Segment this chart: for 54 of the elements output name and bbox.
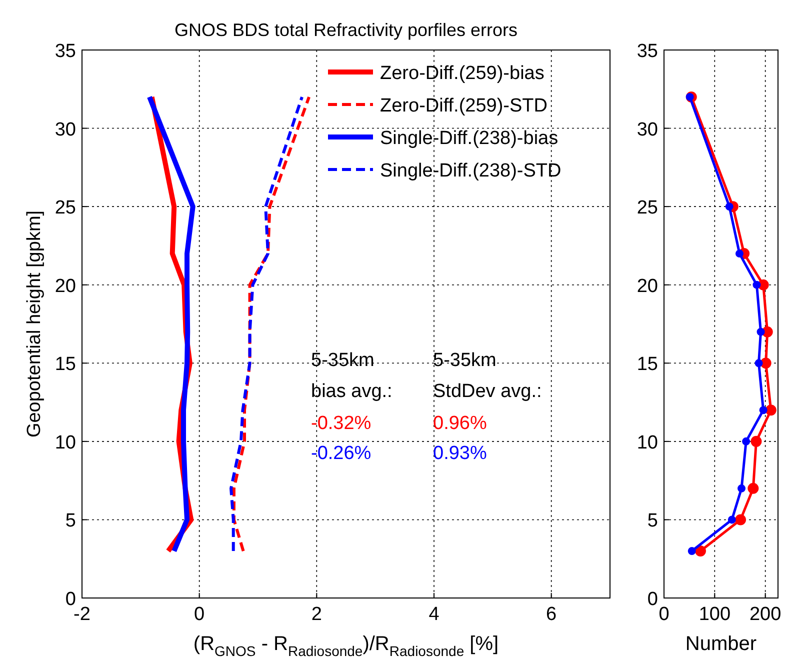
annotation: 5-35km bias avg.: — [311, 350, 392, 402]
point — [694, 546, 706, 557]
annotation: 0.96% — [433, 413, 487, 434]
x-tick-label: 100 — [698, 604, 731, 625]
x-tick-label: 0 — [194, 604, 205, 625]
point — [725, 202, 734, 211]
legend-label: Single-Diff.(238)-STD — [380, 160, 562, 182]
point — [752, 280, 761, 289]
annotation: -0.32% — [311, 413, 372, 434]
legend-label: Zero-Diff.(259)-bias — [380, 63, 544, 84]
y-tick-label: 30 — [54, 119, 76, 140]
x-axis-title: Number — [685, 633, 757, 655]
annotation: -0.26% — [311, 443, 372, 464]
point — [688, 547, 696, 556]
point — [735, 514, 746, 526]
y-axis-title: Geopotential height [gpkm] — [24, 210, 45, 438]
chart-title: GNOS BDS total Refractivity porfiles errors — [174, 20, 518, 40]
y-tick-label: 5 — [65, 510, 76, 532]
x-tick-label: 2 — [311, 604, 322, 625]
point — [742, 437, 750, 446]
y-tick-label: 15 — [636, 354, 658, 376]
point — [759, 406, 768, 414]
y-tick-label: 0 — [65, 589, 76, 610]
annotation: 5-35km StdDev avg.: — [433, 350, 542, 402]
point — [686, 92, 694, 101]
x-tick-label: 6 — [546, 604, 557, 625]
y-tick-label: 30 — [636, 119, 658, 140]
y-tick-label: 35 — [54, 41, 76, 62]
point — [754, 359, 763, 368]
y-tick-label: 5 — [647, 510, 658, 532]
x-tick-label: -2 — [74, 604, 90, 625]
y-tick-label: 10 — [54, 432, 76, 454]
point — [748, 482, 759, 494]
point — [728, 516, 736, 524]
y-tick-label: 15 — [54, 354, 76, 376]
annotation: 0.93% — [433, 443, 487, 464]
y-tick-label: 20 — [636, 276, 658, 297]
point — [735, 250, 744, 258]
legend-label: Single-Diff.(238)-bias — [380, 128, 558, 149]
x-tick-label: 200 — [749, 604, 782, 625]
x-tick-label: 4 — [428, 604, 440, 625]
y-tick-label: 10 — [636, 432, 658, 454]
y-tick-label: 25 — [636, 198, 658, 219]
point — [750, 436, 762, 447]
point — [765, 404, 776, 416]
y-tick-label: 0 — [647, 589, 658, 610]
point — [756, 328, 765, 336]
legend-label: Zero-Diff.(259)-STD — [380, 96, 548, 116]
x-axis-title: (R$_{GNOS}$ - R$_{Radiosonde}$)/R$_{Radiosonde}$ [%] — [193, 633, 499, 659]
y-tick-label: 25 — [54, 198, 76, 219]
y-tick-label: 20 — [54, 276, 76, 297]
point — [738, 484, 746, 492]
point — [760, 358, 772, 369]
y-tick-label: 35 — [636, 41, 658, 62]
